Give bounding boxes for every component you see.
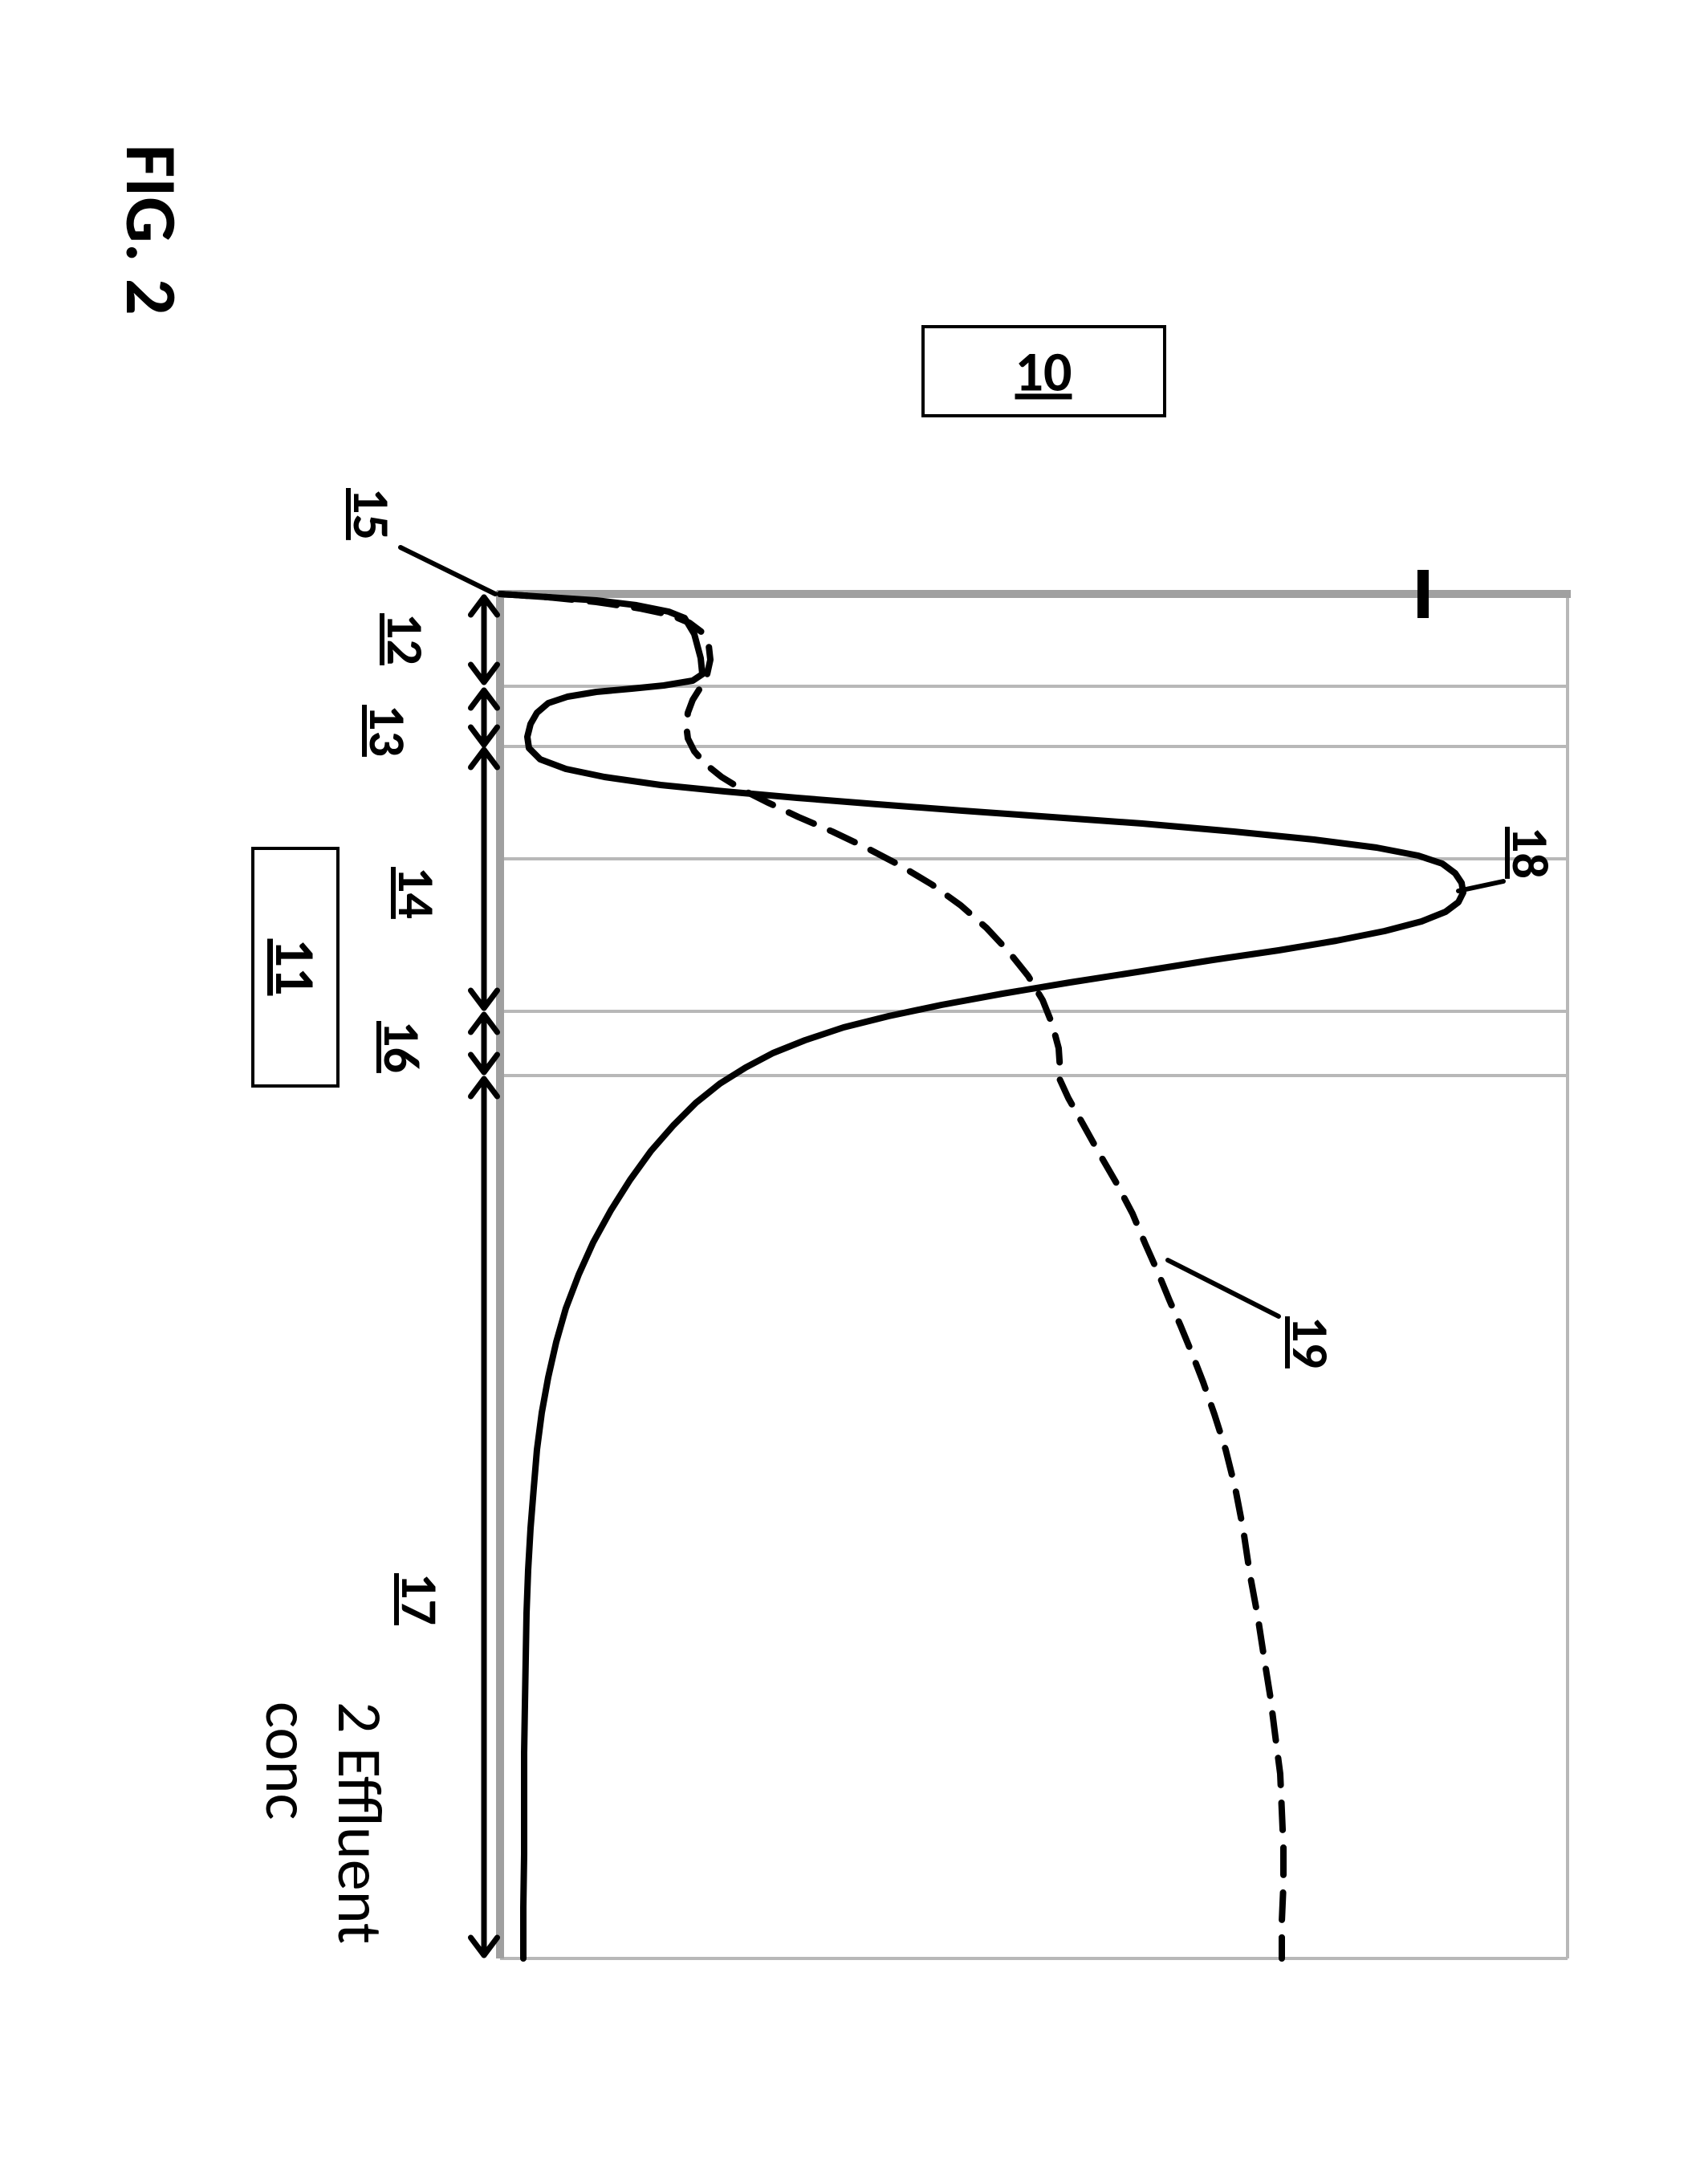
ref-box-11-text: 11 bbox=[261, 939, 330, 996]
figure-canvas: FIG. 2 2 Effluent conc 10 11 12 13 14 15… bbox=[0, 0, 1704, 2184]
ref-label-17: 17 bbox=[388, 1573, 450, 1625]
ref-label-12: 12 bbox=[373, 613, 436, 665]
ref-label-18: 18 bbox=[1499, 827, 1561, 879]
figure-number-label: FIG. 2 bbox=[107, 144, 195, 315]
ref-box-10-text: 10 bbox=[1015, 337, 1072, 406]
ref-label-16: 16 bbox=[370, 1021, 433, 1073]
ref-label-14: 14 bbox=[384, 867, 447, 919]
ref-label-13: 13 bbox=[356, 705, 418, 757]
ref-box-11: 11 bbox=[251, 847, 340, 1088]
x-axis-label-line2: conc bbox=[252, 1702, 324, 1944]
x-axis-label: 2 Effluent conc bbox=[252, 1702, 396, 1944]
rotated-page: FIG. 2 2 Effluent conc 10 11 12 13 14 15… bbox=[0, 0, 1704, 1704]
ref-label-15: 15 bbox=[340, 488, 402, 540]
ref-box-10: 10 bbox=[921, 325, 1166, 417]
ref-label-19: 19 bbox=[1279, 1316, 1341, 1369]
x-axis-label-line1: 2 Effluent bbox=[323, 1702, 396, 1944]
